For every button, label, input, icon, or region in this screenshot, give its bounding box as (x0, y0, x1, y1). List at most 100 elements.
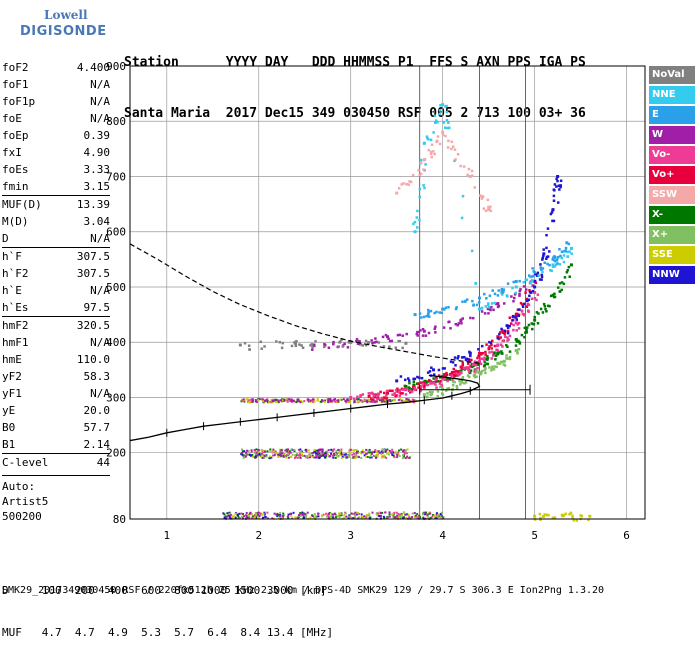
f-trace-echo (290, 400, 293, 403)
echo-point (501, 360, 504, 364)
param-row: h`F2 307.5 (2, 265, 110, 282)
es-layer-echo (318, 448, 321, 451)
bottom-echo (228, 516, 231, 519)
echo-point (488, 366, 491, 369)
echo-point (536, 271, 540, 275)
es-layer-echo (307, 449, 310, 452)
es-layer-echo (398, 449, 401, 452)
echo-point (451, 383, 455, 387)
es-layer-echo (336, 455, 339, 458)
f-trace-echo (307, 400, 310, 403)
f-trace-echo (329, 398, 332, 401)
echo-point (403, 378, 407, 382)
param-name: foEp (2, 129, 29, 142)
f-trace-echo (297, 399, 300, 402)
bottom-echo (363, 517, 366, 520)
echo-point (422, 184, 425, 187)
es-layer-echo (381, 448, 384, 451)
bottom-echo (395, 511, 398, 514)
echo-point (503, 332, 506, 336)
bottom-echo (347, 515, 350, 518)
param-name: hmF1 (2, 336, 29, 349)
echo-point (428, 370, 432, 373)
f-trace-echo (357, 398, 360, 401)
f-trace-echo (262, 399, 265, 402)
es-layer-echo (330, 452, 333, 455)
param-value: N/A (90, 78, 110, 91)
series-point (376, 392, 380, 396)
echo-point (455, 306, 458, 309)
bottom-echo (336, 515, 339, 518)
bottom-echo (306, 511, 309, 514)
echo-point (515, 329, 518, 332)
echo-point (461, 364, 465, 367)
echo-point (517, 314, 520, 318)
echo-point (495, 365, 498, 369)
echo-point (430, 392, 433, 396)
echo-point (515, 318, 518, 321)
bottom-echo (299, 512, 302, 515)
es-layer-echo (385, 449, 388, 452)
echo-point (531, 327, 534, 331)
es-layer-echo (370, 456, 373, 459)
echo-point (446, 146, 450, 149)
echo-point (407, 183, 410, 186)
bottom-echo (433, 514, 436, 517)
bottom-echo (248, 516, 251, 519)
echo-point (419, 385, 423, 388)
param-row: h`Es 97.5 (2, 299, 110, 316)
es-layer-echo (345, 455, 348, 458)
echo-point (426, 395, 429, 398)
echo-point (356, 342, 360, 345)
echo-point (454, 158, 457, 161)
f-trace-echo (323, 400, 326, 403)
echo-point (518, 294, 521, 297)
bottom-echo (400, 514, 403, 517)
series-point (386, 335, 389, 339)
bottom-echo (327, 512, 330, 515)
bottom-echo (403, 512, 406, 515)
bottom-echo (229, 514, 232, 517)
echo-point (456, 357, 460, 360)
bottom-echo (391, 513, 394, 516)
echo-point (542, 515, 546, 518)
param-value: 320.5 (76, 319, 110, 332)
distance-muf-table: D 100 200 400 600 800 1000 1500 3000 [km… (2, 556, 333, 654)
bottom-echo (376, 514, 379, 517)
echo-point (533, 272, 537, 276)
es-layer-echo (402, 449, 405, 452)
param-row: yE 20.0 (2, 402, 110, 419)
bottom-echo (278, 514, 281, 517)
echo-point (521, 312, 525, 316)
echo-point (476, 356, 479, 360)
echo-point (525, 331, 528, 334)
echo-point (487, 347, 490, 350)
es-layer-echo (321, 448, 324, 451)
echo-point (494, 358, 497, 361)
echo-point (516, 323, 520, 326)
bottom-echo (386, 516, 389, 519)
echo-point (524, 288, 528, 291)
echo-point (408, 391, 412, 394)
es-layer-echo (266, 450, 269, 453)
echo-point (529, 281, 532, 285)
bottom-echo (434, 517, 437, 520)
series-point (238, 343, 242, 347)
echo-point (433, 121, 437, 125)
f-trace-echo (299, 401, 302, 404)
echo-point (422, 315, 426, 319)
series-point (496, 343, 500, 347)
bottom-echo (368, 512, 371, 515)
echo-point (552, 219, 556, 223)
echo-point (541, 311, 545, 314)
echo-point (539, 268, 543, 271)
echo-point (434, 119, 438, 122)
es-layer-echo (334, 452, 337, 455)
echo-point (451, 145, 455, 148)
es-layer-echo (337, 451, 340, 454)
f-trace-echo (363, 400, 366, 403)
param-name: h`F2 (2, 267, 29, 280)
param-name: yF2 (2, 370, 22, 383)
bottom-echo (281, 514, 284, 517)
es-layer-echo (333, 448, 336, 451)
